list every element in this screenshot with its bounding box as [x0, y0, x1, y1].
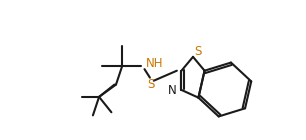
- Text: S: S: [195, 45, 202, 58]
- Text: N: N: [168, 84, 177, 97]
- Text: NH: NH: [146, 57, 163, 70]
- Text: S: S: [147, 78, 154, 91]
